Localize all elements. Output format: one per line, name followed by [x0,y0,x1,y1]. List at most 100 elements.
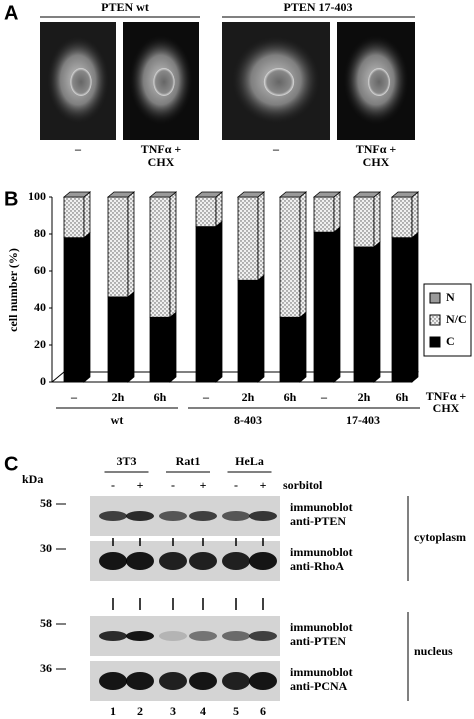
bar-side [215,220,223,383]
bar-top [352,191,382,198]
condition-label: TNFα + [356,142,397,156]
nucleus [263,68,295,96]
bar-segment [391,237,413,383]
panel-letter: B [4,188,18,210]
band [99,672,127,690]
band [189,672,217,690]
bar-side [333,191,341,234]
panel-letter: C [4,453,18,475]
band [222,631,250,641]
bar-top [278,191,308,198]
condition-label: CHX [148,155,175,169]
band [99,631,127,641]
group-label: wt [111,413,124,427]
x-tick-label: 6h [396,390,409,404]
mw-marker: 58 [40,616,52,630]
condition-label: – [74,142,82,156]
lane-sign: - [111,478,115,492]
bar-segment [107,296,129,383]
cell-line: 3T3 [116,454,136,468]
bar-segment [279,196,301,318]
unit-label: kDa [22,472,43,486]
group-label: 17-403 [346,413,380,427]
bar-top [148,191,178,198]
lane-number: 4 [200,704,206,718]
legend-swatch [429,292,441,304]
lane-sign: + [200,478,207,492]
bar-top [312,191,342,198]
y-tick-label: 20 [34,337,46,351]
lane-sign: + [260,478,267,492]
blot-label: anti-RhoA [290,559,344,573]
lane-number: 2 [137,704,143,718]
bar-side [83,231,91,383]
mw-marker: 30 [40,541,52,555]
blot-label: anti-PTEN [290,634,346,648]
bar-segment [313,196,335,233]
group-title: PTEN 17-403 [284,0,353,14]
bar-side [169,311,177,383]
legend-label: N/C [446,312,467,326]
bar-segment [107,196,129,298]
mw-marker: 36 [40,661,52,675]
lane-number: 6 [260,704,266,718]
lane-sign: - [171,478,175,492]
condition-label: TNFα + [141,142,182,156]
nucleus [70,68,92,96]
bar-side [411,191,419,239]
blot-label: immunoblot [290,500,353,514]
bar-side [257,191,265,282]
bar-side [169,191,177,319]
legend-label: C [446,334,455,348]
band [126,511,154,521]
blot-label: immunoblot [290,665,353,679]
legend-label: N [446,290,455,304]
bar-top [62,191,92,198]
x-tick-label: 2h [112,390,125,404]
y-tick-label: 80 [34,226,46,240]
bar-segment [391,196,413,239]
bar-side [257,274,265,383]
band [249,631,277,641]
band [222,552,250,570]
bar-segment [237,196,259,281]
bar-side [127,191,135,298]
y-tick-label: 100 [28,189,46,203]
bar-segment [63,237,85,383]
legend-swatch [429,336,441,348]
condition-label: – [272,142,280,156]
fraction-label: cytoplasm [414,530,466,544]
bar-side [373,191,381,248]
condition-label: CHX [363,155,390,169]
bar-side [411,231,419,383]
band [99,552,127,570]
treatment-label: TNFα + [426,389,467,403]
panel-letter: A [4,2,18,24]
band [99,511,127,521]
treatment-label: sorbitol [283,478,323,492]
blot-label: anti-PTEN [290,514,346,528]
bar-segment [195,196,217,228]
x-tick-label: 2h [358,390,371,404]
x-tick-label: 6h [154,390,167,404]
bar-segment [237,279,259,383]
bar-top [390,191,420,198]
blot-label: immunoblot [290,620,353,634]
bar-top [236,191,266,198]
band [189,631,217,641]
bar-side [299,311,307,383]
bar-side [215,191,223,228]
group-label: 8-403 [234,413,262,427]
cell-line: Rat1 [176,454,201,468]
bar-top [194,191,224,198]
x-tick-label: – [320,390,328,404]
blot-label: anti-PCNA [290,679,348,693]
bar-segment [313,231,335,383]
nucleus [368,68,390,96]
x-tick-label: 2h [242,390,255,404]
lane-number: 3 [170,704,176,718]
band [222,672,250,690]
band [159,672,187,690]
treatment-label: CHX [433,401,460,415]
y-tick-label: 0 [40,374,46,388]
